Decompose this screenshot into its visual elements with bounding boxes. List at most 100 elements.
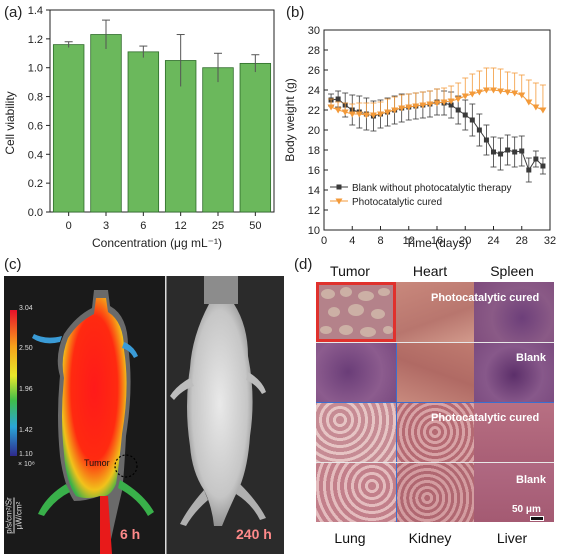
data-point — [511, 90, 519, 97]
data-point — [447, 98, 455, 105]
scale-bar — [530, 516, 544, 521]
y-tick-label: 1.0 — [28, 63, 43, 75]
data-point — [377, 111, 384, 118]
y-tick-label: 18 — [308, 145, 320, 157]
histology-kidney-treated — [396, 402, 474, 462]
data-point — [454, 96, 462, 103]
data-point — [532, 104, 540, 111]
organ-label-spleen: Spleen — [490, 263, 534, 279]
x-tick-label: 0 — [321, 235, 327, 247]
y-tick-label: 30 — [308, 25, 320, 37]
histology-spleen-blank — [474, 342, 554, 402]
data-point — [391, 107, 399, 114]
data-point — [476, 127, 482, 133]
time-label-240h: 240 h — [236, 526, 272, 542]
y-tick-label: 0.8 — [28, 92, 43, 104]
data-point — [505, 147, 511, 153]
data-point — [533, 156, 539, 162]
x-tick-label: 25 — [212, 220, 224, 232]
colorbar-unit: p/s/cm²/Sr μW/cm² — [4, 476, 24, 555]
row-divider — [316, 402, 554, 403]
scale-bar-label: 50 μm — [512, 504, 541, 515]
data-point — [362, 112, 370, 119]
time-label-6h: 6 h — [120, 526, 141, 542]
legend-label: Photocatalytic cured — [352, 197, 442, 208]
data-point — [412, 103, 420, 110]
histology-lung-blank — [316, 462, 396, 522]
overlay-blank: Blank — [516, 474, 546, 486]
data-point — [468, 91, 476, 98]
histology-tumor-blank — [316, 342, 396, 402]
panel-b-label: (b) — [286, 4, 305, 21]
organ-label-tumor: Tumor — [330, 263, 370, 279]
histology-lung-treated — [316, 402, 396, 462]
x-axis-label: Time (days) — [406, 236, 469, 250]
y-tick-label: 0.4 — [28, 149, 43, 161]
x-tick-label: 24 — [487, 235, 499, 247]
data-point — [440, 99, 448, 106]
histology-tumor-treated — [316, 282, 396, 342]
data-point — [461, 93, 469, 100]
organ-label-lung: Lung — [334, 530, 366, 546]
data-point — [348, 111, 356, 118]
data-point — [504, 89, 512, 96]
histology-liver-blank — [474, 462, 554, 522]
legend: Blank without photocatalytic therapy Phot… — [330, 183, 512, 208]
data-point — [482, 87, 490, 94]
row-divider — [316, 342, 554, 343]
data-point — [525, 99, 533, 106]
x-tick-label: 20 — [459, 235, 471, 247]
bar — [239, 62, 272, 213]
x-tick-label: 28 — [516, 235, 528, 247]
colorbar-tick-4: 1.10 — [19, 451, 33, 458]
y-tick-label: 26 — [308, 65, 320, 77]
overlay-blank: Blank — [516, 352, 546, 364]
data-point — [334, 107, 342, 114]
y-tick-label: 0.2 — [28, 178, 43, 190]
x-tick-label: 4 — [349, 235, 355, 247]
y-tick-label: 16 — [308, 165, 320, 177]
histology-kidney-blank — [396, 462, 474, 522]
cell-viability-bar-chart: 0.0 0.2 0.4 0.6 0.8 1.0 1.2 1.4 0 3 6 12 25 50 Cell v… — [3, 5, 275, 250]
data-point — [483, 137, 489, 143]
y-tick-label: 1.4 — [28, 5, 43, 17]
histology-heart-treated — [396, 282, 474, 342]
histology-heart-blank — [396, 342, 474, 402]
data-point — [335, 96, 341, 102]
y-tick-label: 1.2 — [28, 34, 43, 46]
panel-d-label: (d) — [294, 256, 313, 273]
data-point — [498, 151, 504, 157]
y-tick-label: 0.6 — [28, 120, 43, 132]
organ-label-kidney: Kidney — [408, 530, 452, 546]
legend-marker — [336, 184, 342, 190]
x-tick-label: 12 — [403, 235, 415, 247]
colorbar-unit-bottom: μW/cm² — [14, 501, 24, 530]
colorbar-multiplier: × 10⁸ — [18, 461, 35, 468]
data-point — [490, 87, 497, 94]
y-tick-label: 10 — [308, 225, 320, 237]
data-point — [355, 111, 363, 118]
data-point — [433, 100, 441, 107]
x-tick-label: 32 — [544, 235, 556, 247]
column-divider — [396, 342, 397, 522]
data-point — [426, 101, 434, 108]
organ-label-liver: Liver — [496, 530, 528, 546]
data-point — [448, 102, 454, 108]
legend-marker — [335, 198, 343, 205]
bar — [202, 67, 234, 213]
data-point — [539, 107, 547, 114]
data-point — [327, 104, 335, 111]
imaging-illustration — [4, 276, 284, 554]
color-scale-bar — [10, 310, 17, 456]
data-point — [512, 149, 518, 155]
y-tick-label: 0.0 — [28, 207, 43, 219]
data-point — [462, 112, 468, 118]
legend-label: Blank without photocatalytic therapy — [352, 183, 512, 194]
x-tick-label: 50 — [249, 220, 261, 232]
bar — [90, 34, 122, 213]
overlay-photocatalytic-cured: Photocatalytic cured — [431, 412, 540, 424]
x-tick-label: 6 — [140, 220, 146, 232]
data-point — [497, 88, 505, 95]
bar — [52, 44, 85, 213]
tumor-label: Tumor — [84, 458, 110, 468]
